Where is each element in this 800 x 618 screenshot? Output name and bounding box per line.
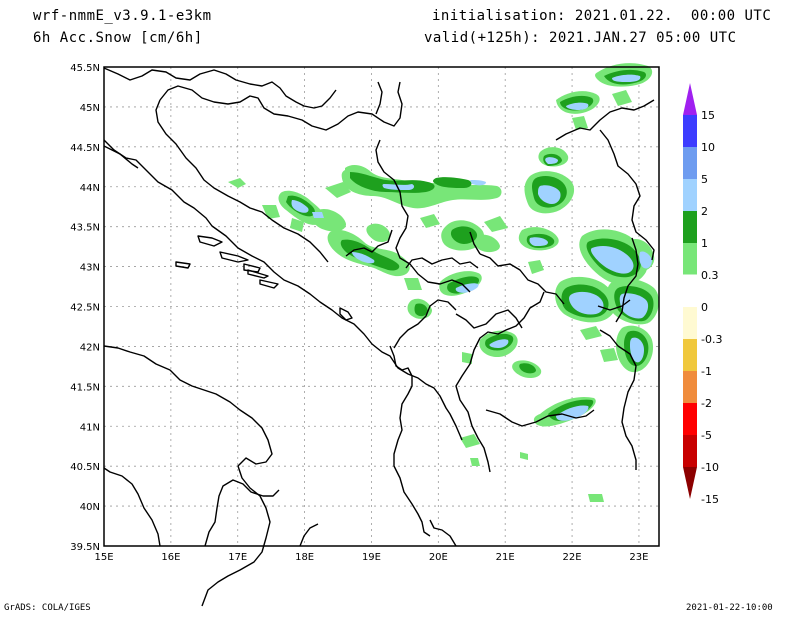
latitude-label: 44.5N [70, 143, 100, 154]
latitude-label: 40.5N [70, 462, 100, 473]
footer-timestamp: 2021-01-22-10:00 [686, 603, 773, 613]
colorbar-segment [683, 243, 697, 275]
colorbar-label: 15 [701, 109, 715, 122]
colorbar-segment [683, 147, 697, 179]
colorbar-bottom-arrow [683, 467, 697, 499]
colorbar-label: -15 [701, 493, 719, 506]
longitude-label: 19E [362, 552, 381, 563]
colorbar-label: -2 [701, 397, 712, 410]
colorbar-label: -10 [701, 461, 719, 474]
colorbar-label: -5 [701, 429, 712, 442]
colorbar-segment [683, 115, 697, 147]
latitude-label: 41N [80, 422, 100, 433]
colorbar-top-arrow [683, 83, 697, 115]
latitude-label: 42.5N [70, 303, 100, 314]
latitude-labels: 45.5N 45N 44.5N 44N 43.5N 43N 42.5N 42N 41.5N 41N… [70, 63, 100, 553]
colorbar-label: 1 [701, 237, 708, 250]
colorbar: 15 10 5 2 1 0.3 0 -0.3 -1 -2 -5 -10 -15 [682, 83, 722, 506]
colorbar-label: -0.3 [701, 333, 722, 346]
footer-credit: GrADS: COLA/IGES [4, 603, 91, 613]
latitude-label: 43.5N [70, 223, 100, 234]
latitude-label: 40N [80, 502, 100, 513]
init-time: initialisation: 2021.01.22. 00:00 UTC [432, 8, 772, 24]
latitude-label: 45N [80, 103, 100, 114]
longitude-label: 23E [629, 552, 648, 563]
colorbar-segment [683, 179, 697, 211]
colorbar-segment [683, 403, 697, 435]
colorbar-label: 10 [701, 141, 715, 154]
longitude-label: 15E [94, 552, 113, 563]
variable-title: 6h Acc.Snow [cm/6h] [33, 30, 203, 46]
longitude-label: 22E [563, 552, 582, 563]
latitude-label: 39.5N [70, 542, 100, 553]
longitude-label: 18E [295, 552, 314, 563]
colorbar-label: 0.3 [701, 269, 719, 282]
latitude-label: 41.5N [70, 382, 100, 393]
colorbar-segment [683, 435, 697, 467]
longitude-labels: 15E 16E 17E 18E 19E 20E 21E 22E 23E [94, 552, 648, 563]
colorbar-label: -1 [701, 365, 712, 378]
model-title: wrf-nmmE_v3.9.1-e3km [33, 8, 212, 24]
colorbar-segment [683, 339, 697, 371]
colorbar-label: 5 [701, 173, 708, 186]
map-frame [103, 66, 660, 547]
longitude-label: 16E [161, 552, 180, 563]
coastline-borders [103, 67, 655, 607]
latitude-label: 44N [80, 183, 100, 194]
colorbar-label: 0 [701, 301, 708, 314]
colorbar-segment [682, 274, 698, 308]
longitude-label: 17E [228, 552, 247, 563]
colorbar-segment [683, 307, 697, 339]
colorbar-segment [683, 211, 697, 243]
longitude-label: 21E [496, 552, 515, 563]
snow-field [228, 63, 659, 502]
latitude-label: 43N [80, 263, 100, 274]
latitude-label: 45.5N [70, 63, 100, 74]
colorbar-segment [683, 371, 697, 403]
longitude-label: 20E [429, 552, 448, 563]
valid-time: valid(+125h): 2021.JAN.27 05:00 UTC [424, 30, 737, 46]
colorbar-label: 2 [701, 205, 708, 218]
latitude-label: 42N [80, 342, 100, 353]
